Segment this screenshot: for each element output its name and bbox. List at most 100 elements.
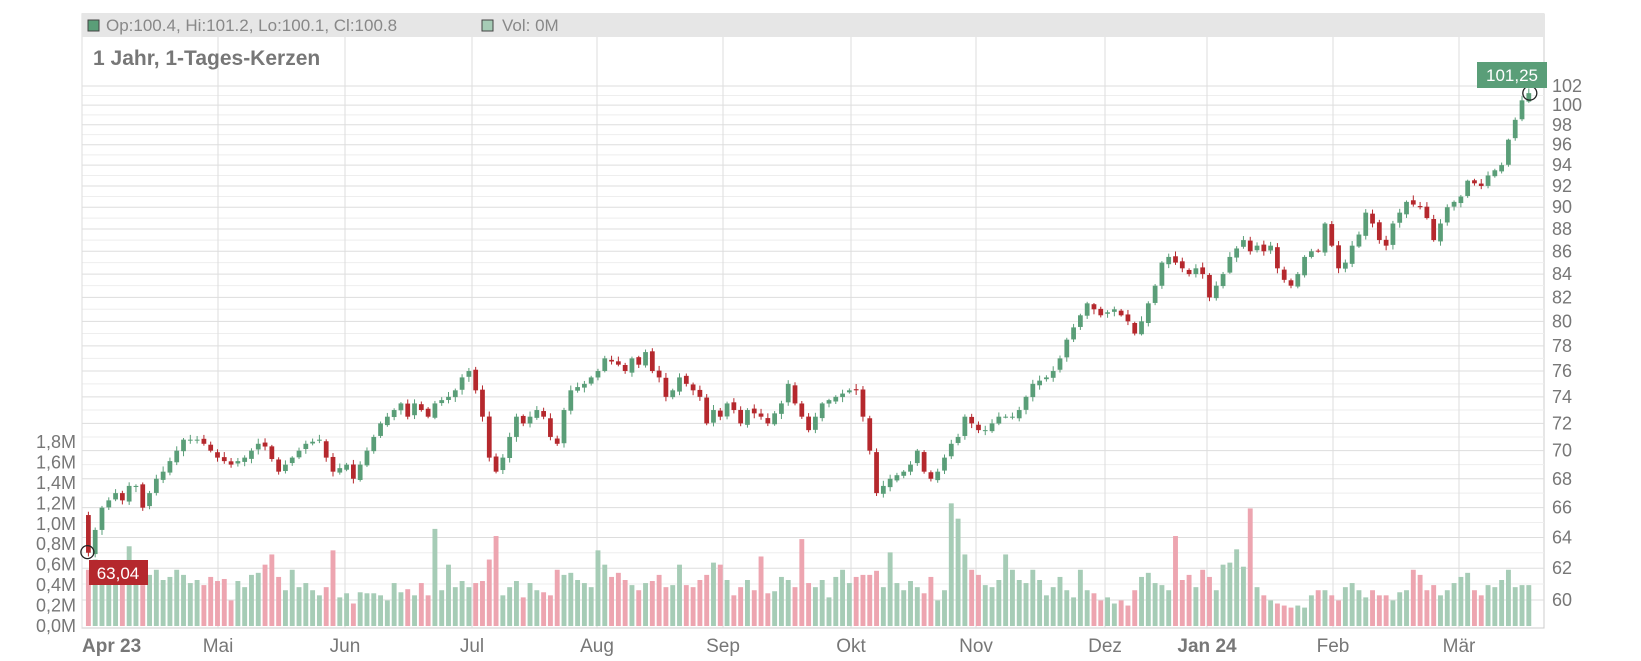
volume-bar: [194, 580, 200, 626]
candle-body: [1159, 262, 1165, 286]
price-tick-label: 60: [1552, 590, 1572, 610]
price-tick-label: 70: [1552, 441, 1572, 461]
volume-bar: [1105, 597, 1111, 626]
volume-bar: [1281, 605, 1287, 626]
volume-bar: [1268, 600, 1274, 626]
candle-body: [1478, 183, 1484, 186]
price-tick-label: 98: [1552, 115, 1572, 135]
volume-bar: [643, 583, 648, 626]
candle-body: [174, 450, 180, 463]
volume-legend-swatch: [481, 19, 494, 32]
candle-body: [323, 441, 329, 458]
volume-bar: [486, 559, 492, 626]
candle-body: [826, 400, 832, 404]
volume-bar: [1111, 603, 1117, 626]
candle-body: [337, 468, 343, 473]
candle-body: [1254, 245, 1260, 251]
candle-body: [1465, 180, 1471, 196]
volume-bar: [901, 590, 907, 626]
volume-tick-label: 1,2M: [36, 493, 76, 513]
volume-bar: [683, 585, 689, 626]
candle-body: [147, 493, 152, 507]
candle-body: [1118, 310, 1124, 316]
candle-body: [962, 416, 968, 436]
candle-body: [160, 471, 166, 480]
candle-body: [208, 444, 214, 451]
candle-body: [1417, 206, 1423, 208]
candle-body: [126, 485, 132, 502]
candle-body: [1444, 207, 1450, 223]
candle-body: [1512, 119, 1518, 139]
volume-bar: [1410, 569, 1416, 626]
month-label: Jul: [460, 636, 484, 656]
volume-tick-label: 0,4M: [36, 575, 76, 595]
volume-bar: [1118, 600, 1124, 626]
candle-body: [269, 446, 275, 460]
volume-bar: [269, 554, 275, 626]
candle-body: [99, 507, 105, 530]
candle-body: [765, 418, 771, 424]
candle-body: [514, 416, 519, 437]
candle-body: [378, 423, 383, 436]
candle-body: [1472, 180, 1477, 184]
volume-bar: [711, 562, 716, 626]
price-tick-label: 78: [1552, 336, 1572, 356]
volume-bar: [1139, 576, 1144, 626]
candle-body: [874, 452, 879, 494]
volume-bar: [249, 574, 254, 626]
candle-body: [1023, 396, 1029, 410]
volume-bar: [1370, 590, 1375, 626]
volume-bar: [1071, 597, 1077, 626]
candle-body: [955, 436, 961, 443]
candle-body: [330, 456, 336, 472]
candle-body: [731, 402, 737, 411]
volume-bar: [704, 574, 710, 626]
volume-bar: [867, 574, 873, 626]
month-label: Dez: [1088, 636, 1122, 656]
candle-body: [1281, 269, 1287, 280]
volume-bar: [1485, 585, 1491, 626]
candle-body: [1261, 244, 1267, 252]
volume-bar: [1064, 590, 1070, 626]
volume-bar: [201, 585, 207, 626]
volume-bar: [1444, 590, 1450, 626]
candle-body: [507, 436, 513, 458]
volume-bar: [629, 585, 635, 626]
candle-body: [405, 403, 411, 417]
candle-body: [1179, 261, 1185, 269]
month-label: Jun: [330, 636, 361, 656]
volume-bar: [106, 564, 112, 626]
candle-body: [452, 390, 458, 398]
volume-bar: [989, 587, 995, 626]
volume-bar: [1091, 593, 1097, 626]
volume-bar: [1145, 572, 1151, 626]
volume-bar: [1003, 554, 1009, 626]
candle-body: [1370, 213, 1375, 224]
candle-body: [534, 410, 540, 418]
volume-bar: [962, 554, 968, 626]
volume-bar: [473, 583, 479, 626]
candle-body: [541, 411, 546, 417]
volume-bar: [928, 576, 934, 626]
candle-body: [1166, 256, 1172, 265]
volume-bar: [1322, 590, 1328, 626]
volume-bar: [812, 587, 818, 626]
price-tick-label: 88: [1552, 219, 1572, 239]
volume-bar: [398, 592, 404, 626]
candle-body: [568, 390, 574, 411]
volume-bar: [459, 581, 465, 626]
volume-bar: [1424, 590, 1430, 626]
candle-body: [996, 416, 1002, 424]
volume-bar: [160, 580, 166, 626]
candle-body: [1526, 93, 1532, 102]
volume-bar: [330, 550, 336, 626]
volume-bar: [602, 564, 608, 626]
volume-bar: [221, 578, 227, 626]
candle-body: [1139, 321, 1144, 335]
candle-body: [344, 464, 349, 470]
volume-bar: [745, 580, 750, 626]
candle-body: [1438, 223, 1443, 242]
volume-bar: [242, 587, 248, 626]
candle-body: [249, 450, 254, 459]
